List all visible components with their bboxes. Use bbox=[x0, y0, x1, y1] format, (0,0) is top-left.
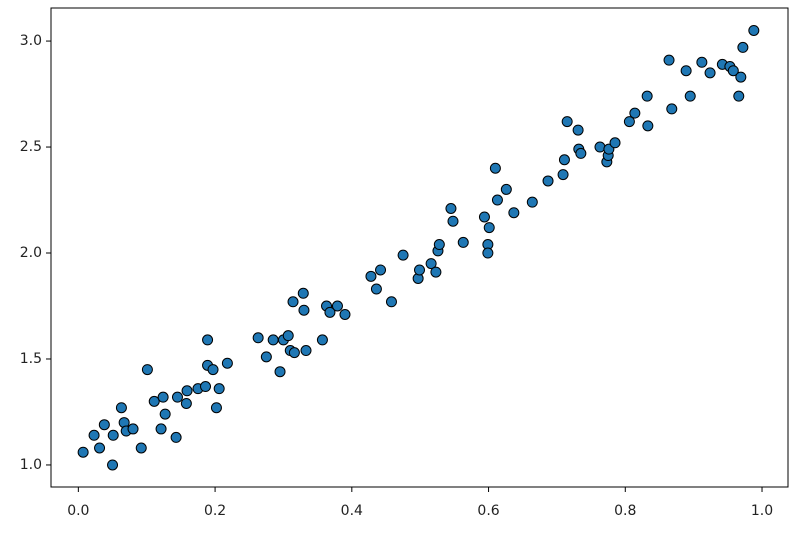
point bbox=[482, 247, 494, 259]
point bbox=[221, 357, 233, 369]
point bbox=[696, 56, 708, 68]
point bbox=[572, 124, 584, 136]
point bbox=[157, 391, 169, 403]
y-tick-label: 2.0 bbox=[20, 245, 42, 261]
point bbox=[300, 345, 312, 357]
point bbox=[375, 264, 387, 276]
point bbox=[575, 147, 587, 159]
point bbox=[127, 423, 139, 435]
point bbox=[733, 90, 745, 102]
point bbox=[210, 402, 222, 414]
point bbox=[181, 385, 193, 397]
point bbox=[526, 196, 538, 208]
point bbox=[213, 383, 225, 395]
point bbox=[737, 41, 749, 53]
point bbox=[94, 442, 106, 454]
point bbox=[148, 395, 160, 407]
point bbox=[155, 423, 167, 435]
point bbox=[77, 446, 89, 458]
point bbox=[98, 419, 110, 431]
x-tick-label: 0.0 bbox=[67, 503, 89, 519]
plot-frame bbox=[50, 7, 789, 488]
point bbox=[298, 304, 310, 316]
point bbox=[629, 107, 641, 119]
point bbox=[663, 54, 675, 66]
point bbox=[594, 141, 606, 153]
point bbox=[623, 116, 635, 128]
point bbox=[680, 65, 692, 77]
point bbox=[609, 137, 621, 149]
x-tick-label: 0.4 bbox=[341, 503, 363, 519]
point bbox=[297, 287, 309, 299]
point bbox=[339, 308, 351, 320]
point bbox=[252, 332, 264, 344]
point bbox=[500, 183, 512, 195]
point bbox=[489, 162, 501, 174]
point bbox=[207, 364, 219, 376]
point bbox=[141, 364, 153, 376]
point bbox=[748, 24, 760, 36]
point bbox=[684, 90, 696, 102]
point bbox=[202, 334, 214, 346]
y-tick-label: 3.0 bbox=[20, 33, 42, 49]
point bbox=[508, 207, 520, 219]
point bbox=[491, 194, 503, 206]
point bbox=[370, 283, 382, 295]
point bbox=[447, 215, 459, 227]
y-tick-label: 1.5 bbox=[20, 351, 42, 367]
point bbox=[727, 65, 739, 77]
point bbox=[200, 381, 212, 393]
point bbox=[425, 258, 437, 270]
x-tick-label: 1.0 bbox=[751, 503, 773, 519]
point bbox=[365, 270, 377, 282]
point bbox=[433, 239, 445, 251]
y-tick-label: 1.0 bbox=[20, 457, 42, 473]
point bbox=[666, 103, 678, 115]
point bbox=[385, 296, 397, 308]
point bbox=[331, 300, 343, 312]
point bbox=[414, 264, 425, 276]
point bbox=[171, 391, 183, 403]
point bbox=[115, 402, 127, 414]
point bbox=[159, 408, 171, 420]
point bbox=[88, 429, 100, 441]
point bbox=[642, 120, 654, 132]
point bbox=[287, 296, 299, 308]
point bbox=[135, 442, 147, 454]
point bbox=[107, 429, 119, 441]
point bbox=[483, 222, 495, 234]
point bbox=[445, 203, 457, 215]
point bbox=[170, 431, 182, 443]
point bbox=[267, 334, 279, 346]
point bbox=[397, 249, 409, 261]
x-tick-label: 0.2 bbox=[204, 503, 226, 519]
x-tick-label: 0.6 bbox=[477, 503, 499, 519]
point bbox=[558, 154, 570, 166]
point bbox=[735, 71, 747, 83]
point bbox=[260, 351, 272, 363]
point bbox=[557, 169, 569, 181]
point bbox=[282, 330, 294, 342]
point bbox=[542, 175, 554, 187]
x-tick-label: 0.8 bbox=[614, 503, 636, 519]
y-tick-label: 2.5 bbox=[20, 139, 42, 155]
point bbox=[180, 397, 192, 409]
point bbox=[704, 67, 716, 79]
point bbox=[430, 266, 442, 278]
point bbox=[288, 347, 300, 359]
point bbox=[561, 116, 573, 128]
point bbox=[478, 211, 490, 223]
point bbox=[324, 306, 336, 318]
point bbox=[107, 459, 119, 471]
point bbox=[274, 366, 286, 378]
point bbox=[641, 90, 653, 102]
point bbox=[316, 334, 328, 346]
point bbox=[457, 236, 469, 248]
